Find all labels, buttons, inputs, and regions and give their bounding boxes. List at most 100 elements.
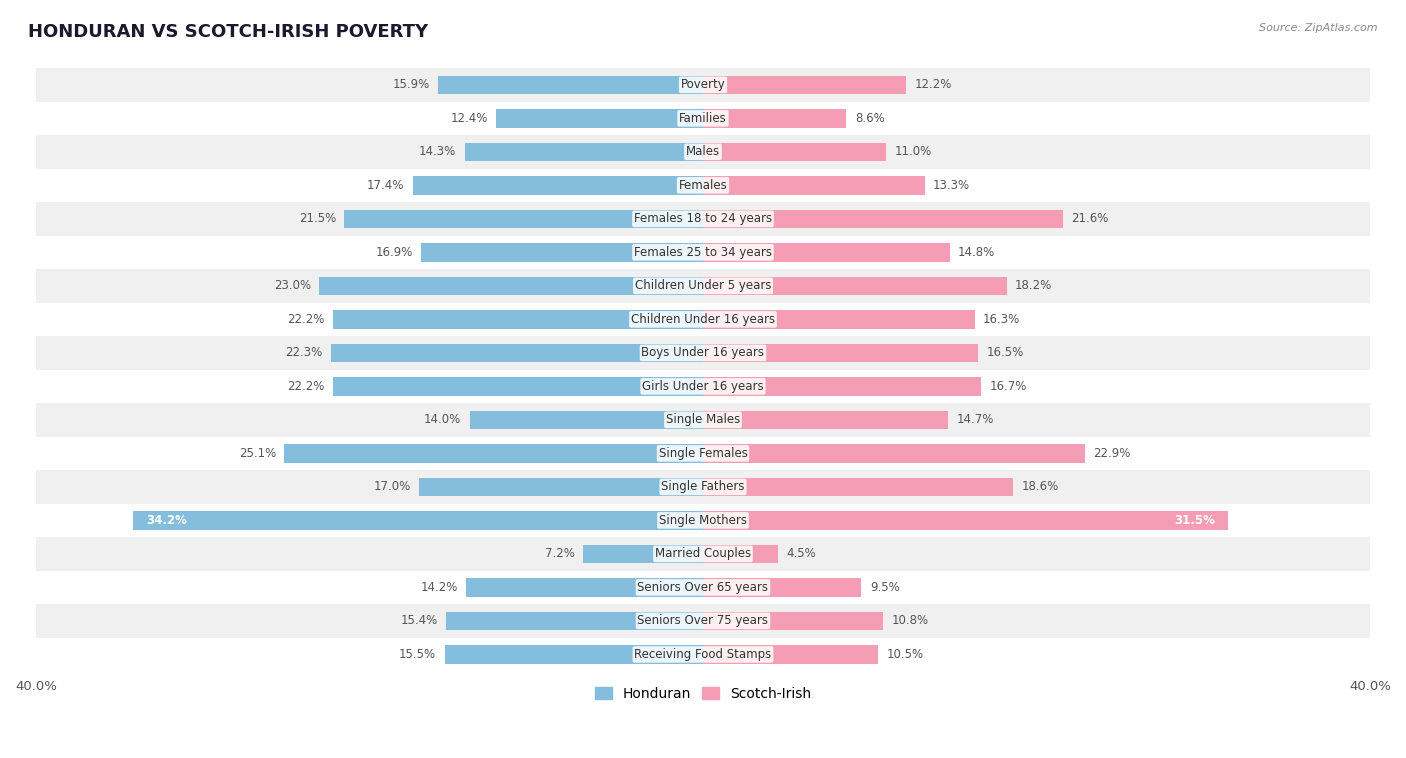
Text: 4.5%: 4.5%: [786, 547, 815, 560]
Bar: [703, 277, 1007, 295]
Text: Single Females: Single Females: [658, 447, 748, 460]
Text: Seniors Over 75 years: Seniors Over 75 years: [637, 615, 769, 628]
Text: 18.2%: 18.2%: [1015, 280, 1052, 293]
Bar: [37, 571, 1369, 604]
Bar: [37, 403, 1369, 437]
Bar: [467, 578, 703, 597]
Text: 10.8%: 10.8%: [891, 615, 928, 628]
Text: Females 18 to 24 years: Females 18 to 24 years: [634, 212, 772, 225]
Text: 16.7%: 16.7%: [990, 380, 1028, 393]
Bar: [413, 176, 703, 195]
Text: Single Fathers: Single Fathers: [661, 481, 745, 493]
Text: Children Under 5 years: Children Under 5 years: [634, 280, 772, 293]
Bar: [37, 68, 1369, 102]
Bar: [703, 109, 846, 127]
Bar: [444, 645, 703, 664]
Text: 15.9%: 15.9%: [392, 78, 429, 91]
Bar: [37, 604, 1369, 637]
Bar: [703, 545, 778, 563]
Bar: [344, 210, 703, 228]
Bar: [703, 612, 883, 630]
Text: 16.5%: 16.5%: [987, 346, 1024, 359]
Text: 16.3%: 16.3%: [983, 313, 1021, 326]
Text: Poverty: Poverty: [681, 78, 725, 91]
Bar: [333, 310, 703, 328]
Bar: [583, 545, 703, 563]
Text: 8.6%: 8.6%: [855, 112, 884, 125]
Text: Families: Families: [679, 112, 727, 125]
Bar: [37, 503, 1369, 537]
Text: 21.5%: 21.5%: [299, 212, 336, 225]
Legend: Honduran, Scotch-Irish: Honduran, Scotch-Irish: [589, 681, 817, 706]
Bar: [703, 411, 948, 429]
Bar: [319, 277, 703, 295]
Text: 18.6%: 18.6%: [1022, 481, 1059, 493]
Bar: [703, 76, 907, 94]
Text: 17.4%: 17.4%: [367, 179, 405, 192]
Text: Boys Under 16 years: Boys Under 16 years: [641, 346, 765, 359]
Text: 13.3%: 13.3%: [934, 179, 970, 192]
Bar: [703, 210, 1063, 228]
Bar: [37, 370, 1369, 403]
Text: 22.9%: 22.9%: [1094, 447, 1130, 460]
Text: 14.8%: 14.8%: [957, 246, 995, 258]
Bar: [437, 76, 703, 94]
Bar: [37, 537, 1369, 571]
Bar: [703, 143, 886, 161]
Bar: [419, 478, 703, 496]
Bar: [37, 135, 1369, 168]
Bar: [703, 243, 950, 262]
Bar: [703, 578, 862, 597]
Text: 22.2%: 22.2%: [287, 313, 325, 326]
Bar: [37, 269, 1369, 302]
Text: 34.2%: 34.2%: [146, 514, 187, 527]
Bar: [37, 236, 1369, 269]
Text: Females: Females: [679, 179, 727, 192]
Text: Married Couples: Married Couples: [655, 547, 751, 560]
Text: 23.0%: 23.0%: [274, 280, 311, 293]
Text: HONDURAN VS SCOTCH-IRISH POVERTY: HONDURAN VS SCOTCH-IRISH POVERTY: [28, 23, 429, 41]
Bar: [330, 343, 703, 362]
Text: 17.0%: 17.0%: [374, 481, 411, 493]
Text: 22.2%: 22.2%: [287, 380, 325, 393]
Bar: [703, 511, 1229, 530]
Bar: [703, 176, 925, 195]
Text: 10.5%: 10.5%: [886, 648, 924, 661]
Bar: [446, 612, 703, 630]
Text: 14.3%: 14.3%: [419, 146, 456, 158]
Text: 31.5%: 31.5%: [1174, 514, 1215, 527]
Bar: [284, 444, 703, 462]
Text: 21.6%: 21.6%: [1071, 212, 1109, 225]
Text: 14.2%: 14.2%: [420, 581, 458, 594]
Bar: [703, 377, 981, 396]
Bar: [703, 478, 1014, 496]
Bar: [37, 202, 1369, 236]
Bar: [333, 377, 703, 396]
Bar: [37, 168, 1369, 202]
Bar: [37, 302, 1369, 336]
Text: 25.1%: 25.1%: [239, 447, 276, 460]
Bar: [37, 637, 1369, 671]
Text: 14.0%: 14.0%: [425, 413, 461, 427]
Text: 12.2%: 12.2%: [915, 78, 952, 91]
Text: 22.3%: 22.3%: [285, 346, 323, 359]
Bar: [703, 310, 974, 328]
Text: 14.7%: 14.7%: [956, 413, 994, 427]
Text: Source: ZipAtlas.com: Source: ZipAtlas.com: [1260, 23, 1378, 33]
Bar: [37, 437, 1369, 470]
Text: Girls Under 16 years: Girls Under 16 years: [643, 380, 763, 393]
Bar: [464, 143, 703, 161]
Bar: [470, 411, 703, 429]
Bar: [37, 336, 1369, 370]
Text: Receiving Food Stamps: Receiving Food Stamps: [634, 648, 772, 661]
Text: 11.0%: 11.0%: [894, 146, 932, 158]
Bar: [496, 109, 703, 127]
Text: 16.9%: 16.9%: [375, 246, 413, 258]
Text: Single Mothers: Single Mothers: [659, 514, 747, 527]
Text: Females 25 to 34 years: Females 25 to 34 years: [634, 246, 772, 258]
Text: Males: Males: [686, 146, 720, 158]
Bar: [37, 470, 1369, 503]
Text: Children Under 16 years: Children Under 16 years: [631, 313, 775, 326]
Text: 15.5%: 15.5%: [399, 648, 436, 661]
Text: 12.4%: 12.4%: [450, 112, 488, 125]
